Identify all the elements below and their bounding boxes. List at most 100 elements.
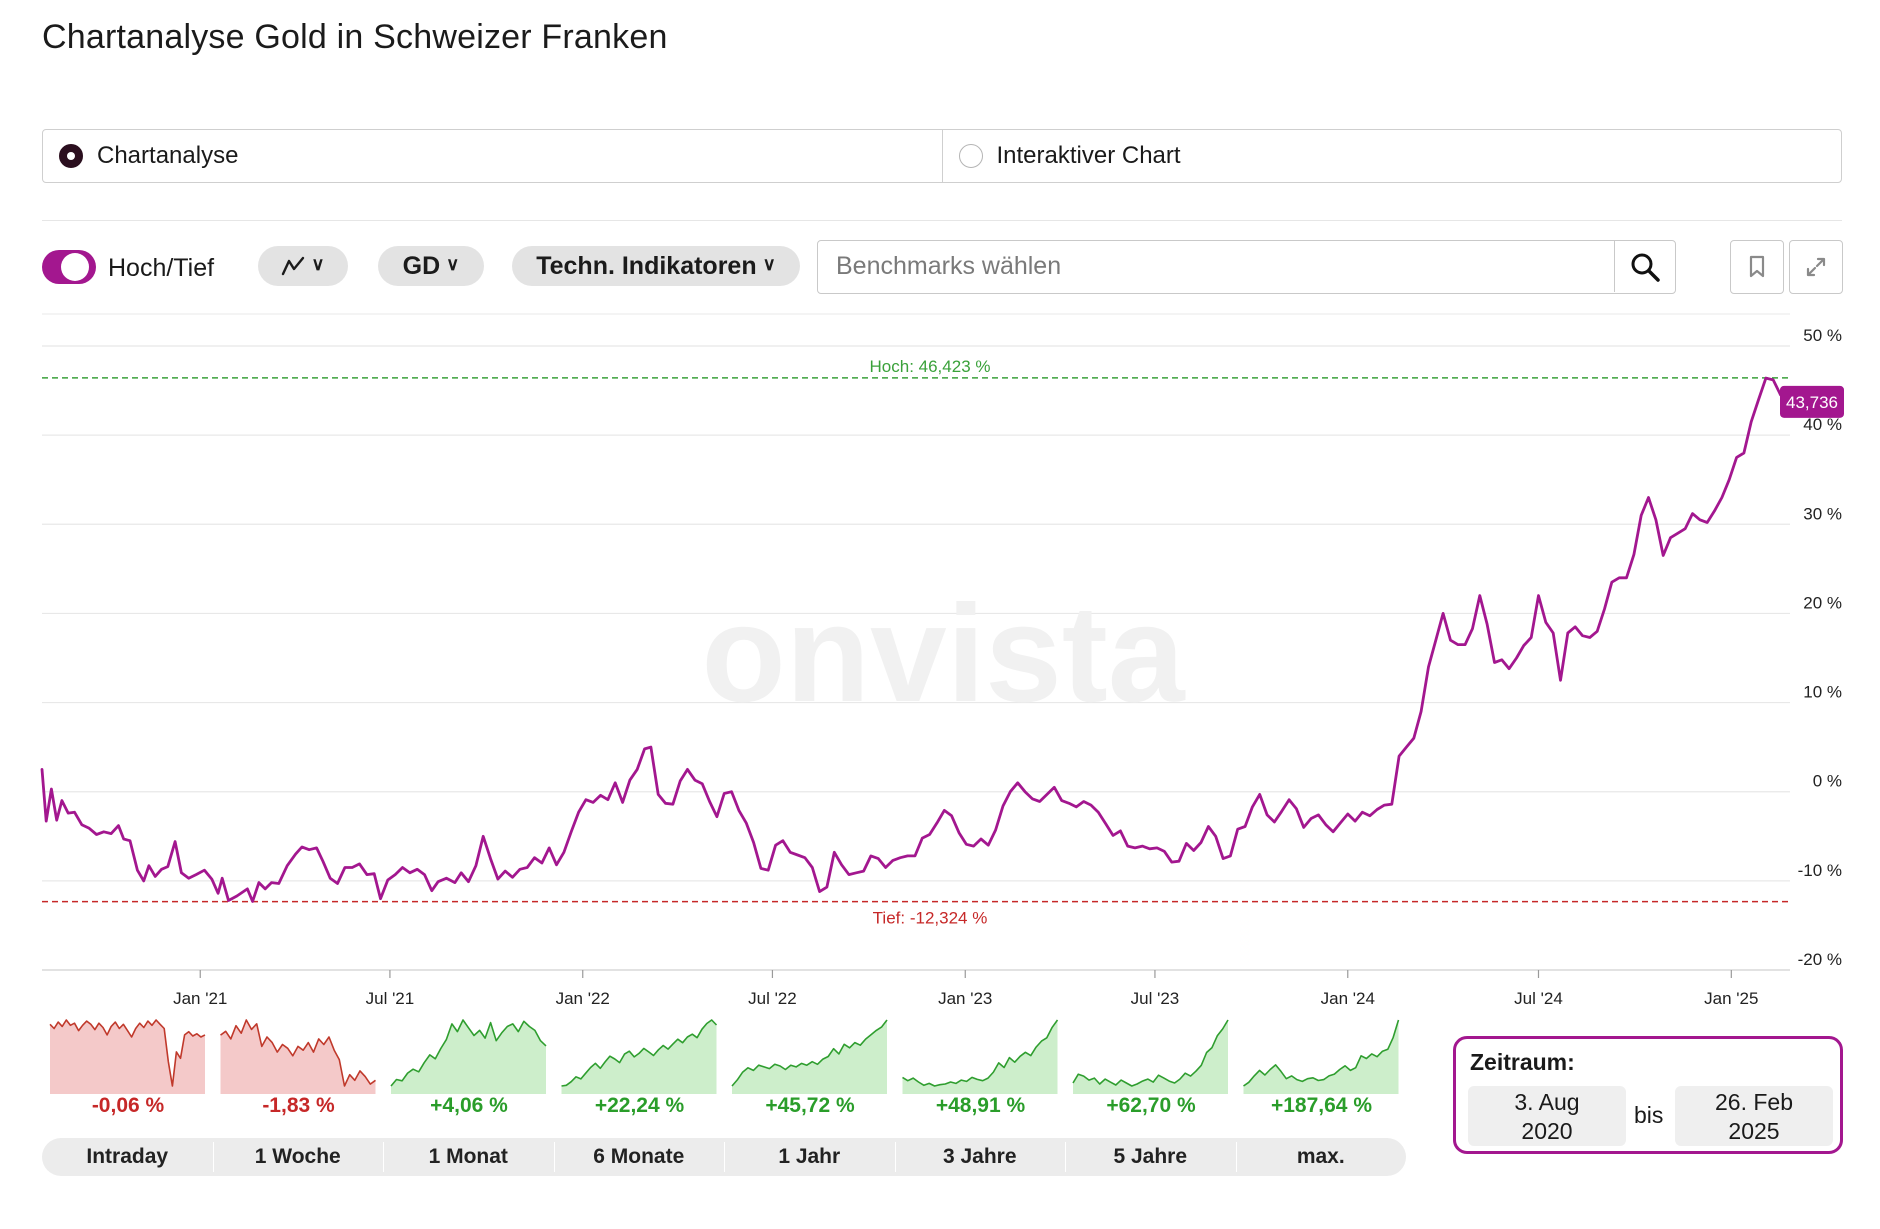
sparkline-3 [390,1019,547,1094]
radio-selected-icon[interactable] [59,144,83,168]
date-from-field[interactable]: 3. Aug 2020 [1468,1086,1626,1146]
y-axis: 50 % 40 % 30 % 20 % 10 % 0 % -10 % -20 % [1798,326,1842,969]
indicators-label: Techn. Indikatoren [536,251,757,280]
sparkline-strip [49,1019,1400,1094]
search-icon [1631,253,1660,282]
techn-indikatoren-dropdown[interactable]: Techn. Indikatoren ∨ [512,246,800,286]
x-tick-label: Jan '25 [1704,989,1758,1008]
mode-option-label: Chartanalyse [97,142,239,169]
period-tab-5-jahre[interactable]: 5 Jahre [1065,1138,1236,1176]
chart-type-dropdown[interactable]: ∨ [258,246,348,286]
sparkline-change: -1,83 % [262,1094,335,1117]
price-chart: onvista Hoch: 46,423 % Tief: -12,324 % 50… [40,313,1844,1008]
onvista-watermark: onvista [701,577,1185,731]
x-tick-label: Jul '23 [1131,989,1180,1008]
x-tick-label: Jul '21 [366,989,415,1008]
sparkline-line [561,1019,718,1087]
mode-option-chartanalyse[interactable]: Chartanalyse [43,130,942,182]
price-series-line [40,376,1792,903]
line-chart-icon [282,256,305,276]
sparkline-area [50,1020,205,1094]
sparkline-line [220,1019,376,1087]
period-tab-3-jahre[interactable]: 3 Jahre [894,1138,1066,1176]
zeitraum-bis: bis [1634,1102,1664,1128]
period-tab-intraday[interactable]: Intraday [86,1145,169,1168]
period-tab-6-monate[interactable]: 6 Monate [553,1138,725,1176]
sparkline-line [731,1019,888,1087]
last-value-text: 43,736 [1786,393,1838,412]
page-title: Chartanalyse Gold in Schweizer Franken [42,18,668,56]
sparkline-2 [220,1019,376,1094]
section-divider [42,220,1842,221]
x-tick-label: Jan '22 [556,989,610,1008]
toggle-knob [61,253,89,281]
sparkline-change: +45,72 % [765,1094,855,1117]
x-axis: Jan '21 Jul '21 Jan '22 Jul '22 Jan '23 Jul '… [173,970,1758,1008]
x-tick-label: Jan '23 [938,989,992,1008]
period-tab-1-woche[interactable]: 1 Woche [212,1138,384,1176]
last-value-bg [1780,385,1844,418]
x-tick-label: Jan '24 [1321,989,1375,1008]
sparkline-area [220,1020,376,1094]
sparkline-8 [1243,1019,1400,1094]
date-to-field[interactable]: 26. Feb 2025 [1675,1086,1833,1146]
gd-label: GD [402,251,441,280]
sparkline-change: +22,24 % [594,1094,685,1117]
bookmark-icon [1749,255,1765,278]
mode-option-label: Interaktiver Chart [996,142,1181,169]
chart-mode-selector: Chartanalyse Interaktiver Chart [42,129,1842,183]
y-tick-label: 40 % [1803,415,1842,434]
sparkline-area [561,1020,717,1094]
sparkline-4 [561,1019,718,1094]
low-label: Tief: -12,324 % [873,909,988,928]
sparkline-change: +48,91 % [935,1094,1026,1117]
sparkline-line [902,1019,1059,1087]
y-tick-label: 50 % [1803,326,1842,345]
date-to-day: 26. Feb [1715,1089,1793,1115]
period-tab-1-jahr[interactable]: 1 Jahr [724,1138,895,1176]
date-to-year: 2025 [1728,1118,1780,1144]
chevron-down-icon: ∨ [446,253,460,274]
x-tick-label: Jul '24 [1514,989,1563,1008]
search-button[interactable] [1614,241,1675,292]
sparkline-6 [902,1019,1059,1094]
reference-lines: Hoch: 46,423 % Tief: -12,324 % [42,357,1790,928]
y-tick-label: 20 % [1803,593,1842,612]
sparkline-5 [731,1019,888,1094]
y-tick-label: -20 % [1798,950,1842,969]
sparkline-change: +62,70 % [1106,1094,1196,1117]
expand-icon [1806,257,1826,277]
sparkline-change: +187,64 % [1270,1094,1372,1117]
mode-option-interaktiver-chart[interactable]: Interaktiver Chart [941,130,1842,182]
sparkline-line [1243,1019,1400,1087]
sparkline-change: +4,06 % [430,1094,508,1117]
sparkline-1 [49,1019,206,1094]
chevron-down-icon: ∨ [762,253,776,274]
hoch-tief-toggle[interactable] [42,250,96,284]
y-tick-label: 30 % [1803,504,1842,523]
benchmark-search [817,240,1676,294]
high-label: Hoch: 46,423 % [870,357,991,376]
sparkline-line [390,1019,547,1087]
radio-unselected-icon[interactable] [958,144,983,168]
x-tick-label: Jan '21 [173,989,227,1008]
sparkline-area [1243,1020,1399,1094]
period-tab-max[interactable]: max. [1235,1138,1407,1176]
y-tick-label: 0 % [1813,772,1842,791]
y-tick-label: 10 % [1803,683,1842,702]
bookmark-button[interactable] [1730,240,1784,294]
date-from-day: 3. Aug [1514,1089,1580,1115]
zeitraum-box: Zeitraum: 3. Aug 2020 bis 26. Feb 2025 [1453,1036,1843,1154]
period-tab-1-monat[interactable]: 1 Monat [383,1138,554,1176]
chevron-down-icon: ∨ [311,253,325,274]
expand-button[interactable] [1789,240,1843,294]
zeitraum-label: Zeitraum: [1470,1049,1575,1075]
gd-dropdown[interactable]: GD ∨ [378,246,484,286]
sparkline-line [1072,1019,1229,1087]
period-tabs: Intraday 1 Woche 1 Monat 6 Monate 1 Jahr… [42,1138,1406,1176]
x-tick-label: Jul '22 [748,989,797,1008]
date-from-year: 2020 [1521,1118,1573,1144]
sparkline-line [49,1019,206,1087]
sparkline-area [391,1020,546,1094]
benchmark-input[interactable] [818,241,1618,292]
